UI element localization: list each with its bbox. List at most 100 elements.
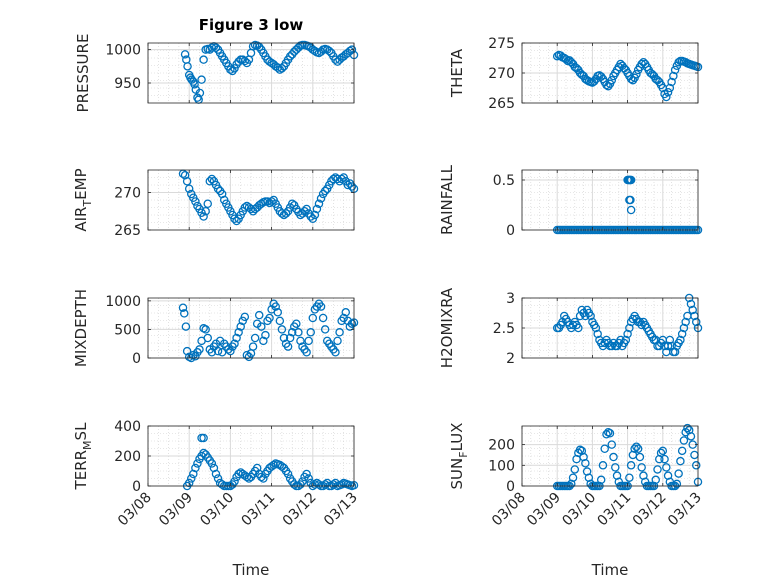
- data-point: [180, 50, 190, 59]
- data-point: [263, 197, 272, 206]
- data-point: [593, 329, 602, 339]
- data-point: [304, 474, 313, 483]
- y-tick-label: 265: [488, 96, 515, 112]
- data-point: [665, 83, 675, 93]
- data-point: [290, 480, 299, 489]
- data-point: [302, 348, 311, 357]
- y-tick-label: 2: [506, 351, 515, 367]
- data-point: [184, 478, 194, 488]
- data-point: [261, 330, 270, 340]
- data-point: [686, 432, 696, 441]
- data-point: [232, 333, 241, 343]
- data-point: [201, 325, 210, 334]
- data-point: [337, 480, 346, 489]
- y-tick-label: 200: [488, 438, 515, 454]
- data-point: [568, 473, 578, 482]
- data-point: [635, 452, 645, 462]
- data-point: [570, 465, 580, 474]
- data-point: [676, 335, 685, 345]
- data-point: [306, 328, 315, 337]
- data-point: [574, 323, 583, 333]
- data-point: [676, 456, 685, 466]
- data-point: [611, 463, 620, 472]
- data-point: [677, 329, 687, 339]
- data-point: [242, 350, 252, 360]
- axes-1: 950 1000 PRESSURE: [74, 34, 359, 112]
- x-axis-label: Time: [232, 561, 270, 579]
- data-point: [626, 175, 636, 185]
- data-point: [213, 474, 223, 483]
- data-point: [182, 176, 192, 186]
- data-point: [213, 184, 223, 193]
- data-point: [598, 461, 608, 470]
- y-tick-label: 275: [488, 36, 515, 52]
- axes-3: 265 270 AIRTEMP: [72, 168, 359, 239]
- axes-6: 2 2.5 3 H2OMIXRA: [438, 287, 703, 368]
- data-point: [637, 463, 646, 472]
- data-point: [662, 92, 671, 102]
- data-point: [331, 348, 340, 357]
- data-point: [308, 313, 318, 323]
- data-point: [347, 45, 357, 54]
- y-axis-label: TERRMSL: [72, 422, 94, 491]
- data-point: [248, 342, 258, 351]
- data-point: [285, 333, 295, 343]
- y-tick-label: 265: [114, 223, 141, 239]
- y-tick-label: 3: [506, 291, 515, 307]
- data-point: [182, 346, 192, 356]
- data-point: [663, 87, 673, 97]
- data-point: [281, 209, 291, 218]
- data-point: [228, 66, 237, 76]
- y-tick-label: 1000: [105, 43, 141, 59]
- data-point: [207, 459, 217, 468]
- data-point: [688, 305, 697, 315]
- data-point: [207, 348, 217, 357]
- data-point: [232, 216, 241, 226]
- data-point: [626, 461, 636, 470]
- data-point: [238, 316, 248, 326]
- data-point: [329, 480, 338, 489]
- data-point: [630, 444, 639, 454]
- data-point: [318, 313, 328, 323]
- data-point: [292, 319, 301, 328]
- data-point: [195, 345, 204, 354]
- data-point: [600, 444, 609, 454]
- data-point: [683, 423, 692, 433]
- data-point: [191, 463, 200, 473]
- data-point: [677, 446, 687, 456]
- data-point: [193, 93, 202, 102]
- data-point: [337, 174, 346, 184]
- data-point: [691, 317, 701, 327]
- data-point: [670, 347, 680, 357]
- axes-box: [521, 169, 699, 231]
- data-point: [230, 64, 239, 73]
- data-point: [633, 444, 643, 454]
- data-point: [273, 308, 283, 317]
- y-tick-label: 270: [488, 66, 515, 82]
- data-point: [257, 322, 266, 331]
- data-point: [621, 335, 631, 345]
- data-point: [187, 474, 196, 483]
- data-point: [236, 322, 245, 331]
- data-point: [294, 328, 303, 337]
- data-point: [674, 469, 683, 478]
- data-point: [277, 325, 287, 334]
- data-point: [213, 346, 223, 356]
- data-point: [226, 65, 235, 74]
- data-point: [230, 214, 239, 223]
- data-point: [246, 204, 256, 214]
- y-tick-label: 200: [114, 449, 141, 465]
- data-point: [656, 448, 666, 458]
- data-point: [672, 479, 682, 489]
- data-point: [240, 56, 250, 66]
- data-point: [191, 352, 200, 361]
- data-point: [347, 182, 357, 191]
- y-tick-label: 0: [132, 479, 141, 495]
- data-point: [283, 469, 293, 479]
- data-point: [681, 317, 690, 327]
- y-tick-label: 1000: [105, 294, 141, 310]
- data-point: [184, 184, 194, 193]
- data-point: [279, 333, 289, 343]
- y-tick-label: 0: [132, 351, 141, 367]
